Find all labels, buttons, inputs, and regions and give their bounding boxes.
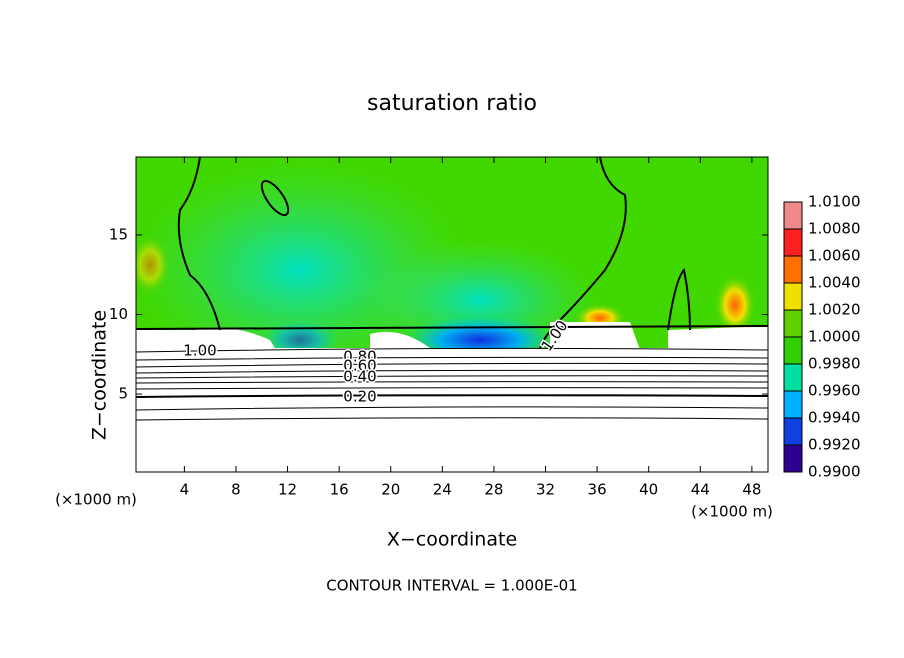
x-tick-label: 44 [691,481,710,499]
colorbar-band [784,310,802,338]
colorbar-tick-label: 1.0100 [808,193,861,211]
contour-label: 0.80 [343,348,376,366]
x-unit: (×1000 m) [55,491,137,509]
x-tick-label: 12 [278,481,297,499]
y-tick-label: 10 [109,305,128,323]
x-tick-label: 4 [180,481,190,499]
chart-title: saturation ratio [367,91,537,116]
contour-label: 0.60 [343,357,376,375]
colorbar-tick-label: 0.9940 [808,409,861,427]
y-tick-label: 5 [118,385,128,403]
colorbar-tick-label: 0.9960 [808,382,861,400]
contour-label: 0.20 [343,388,376,406]
y-tick-label: 15 [109,225,128,243]
x-tick-label: 20 [381,481,400,499]
colorbar-tick-label: 0.9980 [808,355,861,373]
colorbar-tick-label: 0.9920 [808,436,861,454]
x-tick-label: 48 [742,481,761,499]
x-tick-label: 32 [536,481,555,499]
x-tick-label: 16 [330,481,349,499]
colorbar-tick-label: 1.0020 [808,301,861,319]
x-tick-label: 40 [639,481,658,499]
colorbar-band [784,445,802,473]
colorbar-tick-label: 1.0080 [808,220,861,238]
colorbar-band [784,337,802,365]
x-tick-label: 8 [231,481,241,499]
field [136,157,768,472]
colorbar-band [784,229,802,257]
colorbar-band [784,202,802,230]
colorbar-tick-label: 1.0040 [808,274,861,292]
colorbar-band [784,256,802,284]
x-unit: (×1000 m) [691,503,773,521]
x-tick-label: 28 [484,481,503,499]
colorbar-tick-label: 1.0000 [808,328,861,346]
footer: CONTOUR INTERVAL = 1.000E-01 [326,577,577,595]
colorbar-tick-label: 1.0060 [808,247,861,265]
colorbar-band [784,283,802,311]
y-axis-label: Z−coordinate [89,310,111,440]
colorbar-band [784,418,802,446]
contour-label: 0.40 [343,368,376,386]
colorbar-band [784,364,802,392]
x-axis-label: X−coordinate [387,529,517,551]
x-tick-label: 24 [433,481,452,499]
colorbar-band [784,391,802,419]
colorbar-tick-label: 0.9900 [808,463,861,481]
contour-label: 1.00 [183,342,216,360]
x-tick-label: 36 [588,481,607,499]
